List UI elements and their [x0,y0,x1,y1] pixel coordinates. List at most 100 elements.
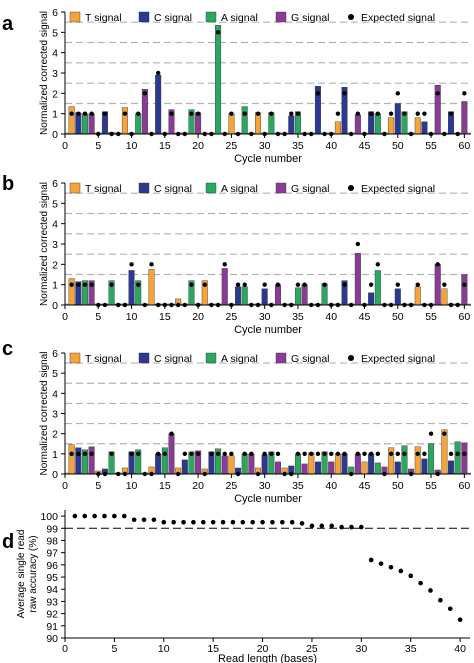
expected-dot [355,111,361,116]
expected-dot [368,282,374,287]
y-axis-label: Normalized corrected signal [39,352,50,476]
legend-swatch [138,11,150,23]
legend-label: A signal [221,353,258,365]
x-tick-label: 10 [158,643,170,655]
bar-A-cycle-55 [428,443,435,475]
accuracy-point [447,606,453,612]
y-tick-label: 0 [52,469,58,481]
x-tick-label: 15 [159,140,171,152]
expected-dot [129,451,134,457]
legend-label: T signal [85,353,122,365]
expected-dot [415,282,420,287]
x-tick-label: 60 [459,311,471,323]
bar-C-cycle-46 [368,292,375,306]
x-tick-label: 60 [459,140,471,152]
x-tick-label: 35 [292,140,304,152]
bar-C-cycle-54 [421,121,428,135]
legend-label: G signal [291,12,330,24]
y-tick-label: 5 [52,198,58,210]
bar-G-cycle-32 [274,461,281,475]
expected-dot [342,91,347,96]
legend-swatch [205,11,217,23]
expected-dot [462,282,467,287]
bar-T-cycle-49 [388,117,395,135]
legend-swatch [69,11,81,23]
accuracy-point [171,519,176,525]
x-tick-label: 35 [292,311,304,323]
bar-C-cycle-34 [288,115,295,135]
expected-dot [195,451,201,457]
expected-dot [222,262,227,267]
expected-dot [69,111,74,116]
y-tick-label: 98 [46,535,58,547]
x-tick-label: 20 [192,480,204,492]
x-tick-label: 55 [425,140,437,152]
expected-dot [142,91,148,96]
expected-dot [329,451,334,457]
accuracy-point [408,573,414,579]
bar-A-cycle-27 [241,453,248,475]
expected-dot [462,91,467,96]
x-tick-label: 0 [62,480,68,492]
legend-label: G signal [291,183,330,195]
y-tick-label: 99 [46,523,58,535]
expected-dot [415,111,420,116]
expected-dot [375,262,381,267]
y-tick-label: 94 [46,584,58,596]
baseline-strip [65,303,471,305]
bar-T-cycle-41 [334,121,341,135]
y-tick-label: 1 [52,449,58,461]
bar-G-cycle-40 [328,461,335,475]
bar-A-cycle-47 [374,270,381,306]
panel-letter: d [2,531,14,553]
bar-T-cycle-53 [414,286,421,306]
x-tick-label: 45 [359,140,371,152]
accuracy-point [398,568,404,574]
expected-dot [295,451,301,457]
expected-dot [102,111,108,116]
accuracy-point [92,513,97,519]
x-tick-label: 10 [126,140,138,152]
x-tick-label: 5 [95,480,101,492]
expected-dot [395,451,400,457]
expected-dot [402,111,407,116]
expected-dot [428,431,434,436]
bar-G-cycle-32 [274,284,281,306]
bar-A-cycle-47 [374,113,381,135]
x-tick-label: 20 [257,643,269,655]
bar-G-cycle-60 [461,101,468,135]
baseline-strip [65,472,471,474]
accuracy-point [428,588,433,593]
x-tick-label: 25 [226,140,238,152]
bar-G-cycle-60 [461,274,468,306]
expected-dot [195,111,201,116]
bar-G-cycle-60 [461,442,468,475]
expected-dot [269,111,274,116]
accuracy-point [289,519,295,525]
expected-dot [89,451,94,457]
expected-dot [388,451,394,457]
expected-dot [189,282,194,287]
y-tick-label: 91 [46,621,58,633]
expected-dot [315,451,321,457]
baseline-strip [65,132,471,134]
accuracy-point [250,519,255,525]
y-tick-label: 6 [52,178,58,190]
legend-label: Expected signal [361,353,435,365]
accuracy-point [82,513,88,519]
y-tick-label: 92 [46,609,58,621]
bar-G-cycle-4 [88,446,95,475]
bar-T-cycle-25 [228,113,235,135]
accuracy-point [368,557,374,563]
x-tick-label: 10 [126,480,138,492]
y-tick-label: 96 [46,560,58,572]
legend-swatch [275,11,287,23]
expected-dot [229,451,234,457]
expected-dot [209,451,214,457]
x-tick-label: 50 [392,140,404,152]
x-tick-label: 25 [226,480,238,492]
expected-dot [169,431,174,436]
y-tick-label: 3 [52,409,58,421]
accuracy-point [200,519,206,525]
